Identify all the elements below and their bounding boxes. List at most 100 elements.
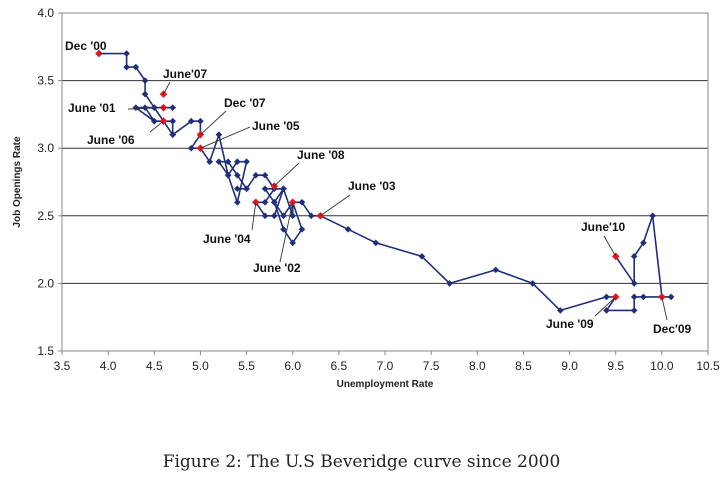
x-tick-label: 5.0 bbox=[192, 359, 209, 373]
data-point bbox=[243, 158, 250, 166]
annotation-label: June '01 bbox=[68, 101, 116, 115]
data-point bbox=[630, 280, 638, 287]
data-point bbox=[224, 158, 232, 166]
data-point bbox=[649, 212, 656, 220]
data-point bbox=[261, 212, 269, 220]
data-point bbox=[234, 198, 241, 206]
data-point bbox=[640, 239, 647, 247]
data-point bbox=[603, 307, 610, 314]
data-point bbox=[270, 212, 278, 220]
data-point bbox=[123, 50, 130, 57]
x-tick-label: 4.5 bbox=[146, 359, 163, 373]
data-point bbox=[123, 63, 130, 71]
data-point bbox=[418, 253, 426, 260]
data-point bbox=[243, 185, 250, 193]
data-point bbox=[630, 307, 638, 314]
annotation-label: June'07 bbox=[163, 67, 208, 81]
x-axis-title: Unemployment Rate bbox=[337, 379, 434, 390]
series bbox=[95, 49, 675, 314]
data-point bbox=[261, 171, 269, 179]
beveridge-curve-chart: 3.5 4.0 4.5 5.0 5.5 6.0 6.5 7.0 7.5 8.0 8.5 9.0 9.5 1… bbox=[12, 6, 720, 390]
x-tick-label: 8.5 bbox=[515, 359, 532, 373]
data-point bbox=[141, 90, 149, 98]
data-point bbox=[667, 293, 675, 301]
data-point bbox=[603, 293, 610, 301]
data-point bbox=[280, 185, 287, 193]
data-point bbox=[169, 131, 177, 138]
data-point bbox=[446, 280, 453, 287]
x-tick-label: 5.5 bbox=[238, 359, 255, 373]
annotation-label: June'10 bbox=[581, 220, 626, 234]
data-point bbox=[261, 198, 269, 206]
data-point bbox=[298, 198, 306, 206]
data-point bbox=[206, 158, 213, 166]
annotation-leader bbox=[279, 202, 294, 263]
x-tick-label: 9.0 bbox=[561, 359, 578, 373]
data-point bbox=[307, 212, 315, 220]
data-point bbox=[252, 171, 260, 179]
annotation-label: June '04 bbox=[203, 232, 251, 246]
data-point bbox=[492, 266, 500, 274]
annotation-label: June '08 bbox=[297, 148, 345, 162]
annotation-leader bbox=[149, 120, 164, 133]
x-tick-label: 10.5 bbox=[696, 359, 720, 373]
figure-caption: Figure 2: The U.S Beveridge curve since … bbox=[162, 452, 561, 472]
data-point bbox=[280, 226, 287, 233]
x-tick-label: 6.0 bbox=[284, 359, 301, 373]
annotations: Dec '00 June'07 June '01 Dec '07 June '05 Jun… bbox=[65, 39, 692, 336]
annotation-leader bbox=[163, 81, 171, 95]
data-point bbox=[141, 104, 149, 111]
data-point bbox=[529, 280, 536, 287]
data-point bbox=[234, 171, 241, 179]
data-point bbox=[150, 117, 158, 125]
annotation-leader bbox=[251, 202, 257, 231]
annotation-leader bbox=[603, 235, 617, 257]
highlighted-point bbox=[252, 198, 260, 207]
x-tick-label: 3.5 bbox=[54, 359, 71, 373]
data-point bbox=[141, 77, 149, 84]
x-tick-label: 8.0 bbox=[469, 359, 486, 373]
y-tick-label: 2.5 bbox=[37, 209, 54, 223]
x-tick-label: 10.0 bbox=[650, 359, 674, 373]
annotation-label: Dec '07 bbox=[224, 96, 266, 110]
annotation-leader bbox=[320, 194, 351, 217]
annotation-label: June '05 bbox=[252, 119, 300, 133]
data-point bbox=[344, 226, 352, 233]
x-tick-label: 7.5 bbox=[423, 359, 440, 373]
annotation-leader bbox=[661, 296, 668, 321]
data-point bbox=[640, 293, 647, 301]
data-point bbox=[372, 239, 380, 247]
annotation-label: June '09 bbox=[546, 317, 594, 331]
data-point bbox=[187, 117, 195, 125]
data-point bbox=[169, 117, 177, 125]
y-axis-title: Job Openings Rate bbox=[12, 136, 23, 228]
data-point bbox=[234, 158, 241, 166]
annotation-label: June '03 bbox=[348, 179, 396, 193]
data-point bbox=[169, 104, 177, 111]
data-point bbox=[234, 185, 241, 193]
data-point bbox=[280, 212, 287, 220]
data-point bbox=[298, 226, 306, 233]
annotation-leader bbox=[127, 107, 164, 110]
annotation-label: Dec'09 bbox=[653, 322, 692, 336]
annotation-leader bbox=[200, 110, 227, 136]
data-point bbox=[215, 158, 223, 166]
highlighted-point bbox=[658, 293, 666, 301]
y-tick-label: 1.5 bbox=[37, 344, 54, 358]
x-tick-label: 6.5 bbox=[331, 359, 348, 373]
annotation-leader bbox=[200, 126, 251, 149]
x-tick-label: 9.5 bbox=[607, 359, 624, 373]
data-point bbox=[630, 253, 638, 260]
annotation-label: June '06 bbox=[87, 133, 135, 147]
annotation-label: June '02 bbox=[253, 261, 301, 275]
y-tick-label: 2.0 bbox=[37, 276, 54, 290]
data-point bbox=[270, 198, 278, 206]
data-point bbox=[289, 212, 297, 220]
data-point bbox=[289, 239, 297, 247]
data-point bbox=[132, 104, 140, 111]
x-tick-label: 4.0 bbox=[100, 359, 117, 373]
data-point bbox=[630, 293, 638, 301]
y-tick-label: 3.0 bbox=[37, 141, 54, 155]
data-point bbox=[132, 63, 140, 71]
